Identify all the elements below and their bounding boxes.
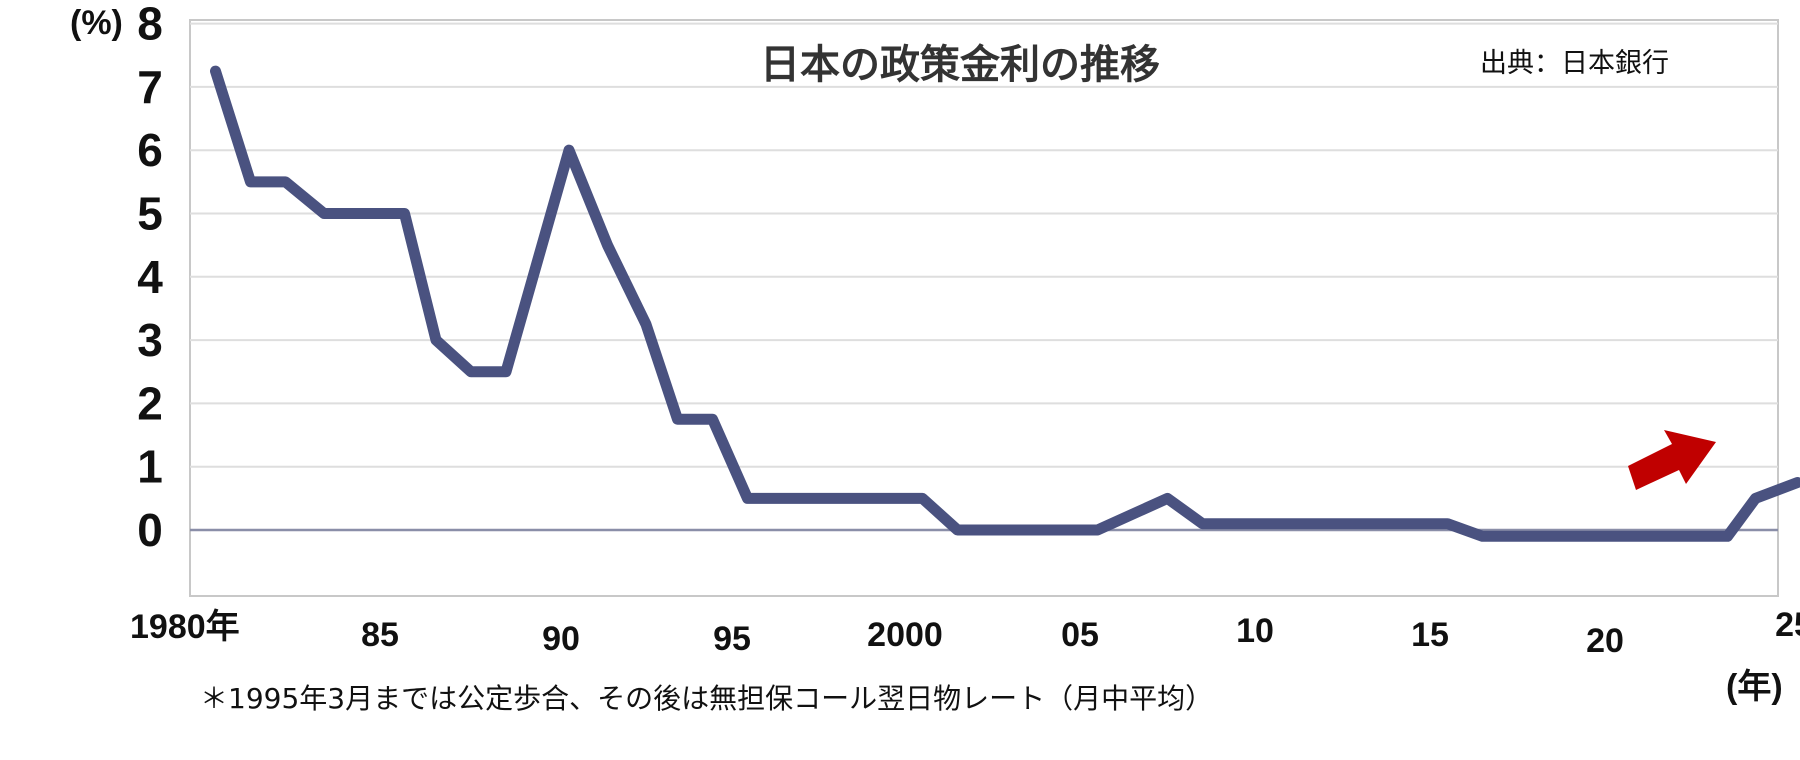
y-tick-label: 3 [137, 314, 163, 366]
y-tick-label: 5 [137, 188, 163, 240]
y-tick-label: 7 [137, 61, 163, 113]
y-tick-label: 0 [137, 504, 163, 556]
x-tick-label: 1980年 [130, 608, 240, 646]
source-label: 出典：日本銀行 [1480, 48, 1669, 79]
plot-frame [189, 19, 1779, 597]
y-tick-label: 4 [137, 251, 163, 303]
x-tick-label: 2000 [867, 616, 943, 654]
x-tick-label: 95 [713, 620, 751, 658]
footnote: ＊1995年3月までは公定歩合、その後は無担保コール翌日物レート（月中平均） [200, 682, 1213, 715]
y-tick-label: 6 [137, 124, 163, 176]
y-tick-label: 2 [137, 377, 163, 429]
grid-lines [190, 22, 1778, 468]
x-tick-label: 85 [361, 616, 399, 654]
x-tick-label: 05 [1061, 616, 1099, 654]
trend-arrow-icon [1628, 430, 1716, 490]
y-unit-label: (%) [70, 4, 123, 42]
x-tick-label: 15 [1411, 616, 1449, 654]
y-tick-label: 1 [137, 441, 163, 493]
series-line-policy-rate [210, 65, 1800, 542]
x-tick-label: 25 [1775, 606, 1800, 644]
x-tick-label: 10 [1236, 612, 1274, 650]
y-axis-ticks: 0 1 2 3 4 5 6 7 8 [137, 0, 163, 556]
chart-title: 日本の政策金利の推移 [760, 42, 1160, 88]
x-tick-label: 90 [542, 620, 580, 658]
y-tick-label: 8 [137, 0, 163, 50]
x-tick-label: 20 [1586, 622, 1624, 660]
x-unit-label: (年) [1726, 668, 1783, 706]
x-axis-ticks: 1980年 85 90 95 2000 05 10 15 20 25 [130, 606, 1800, 660]
